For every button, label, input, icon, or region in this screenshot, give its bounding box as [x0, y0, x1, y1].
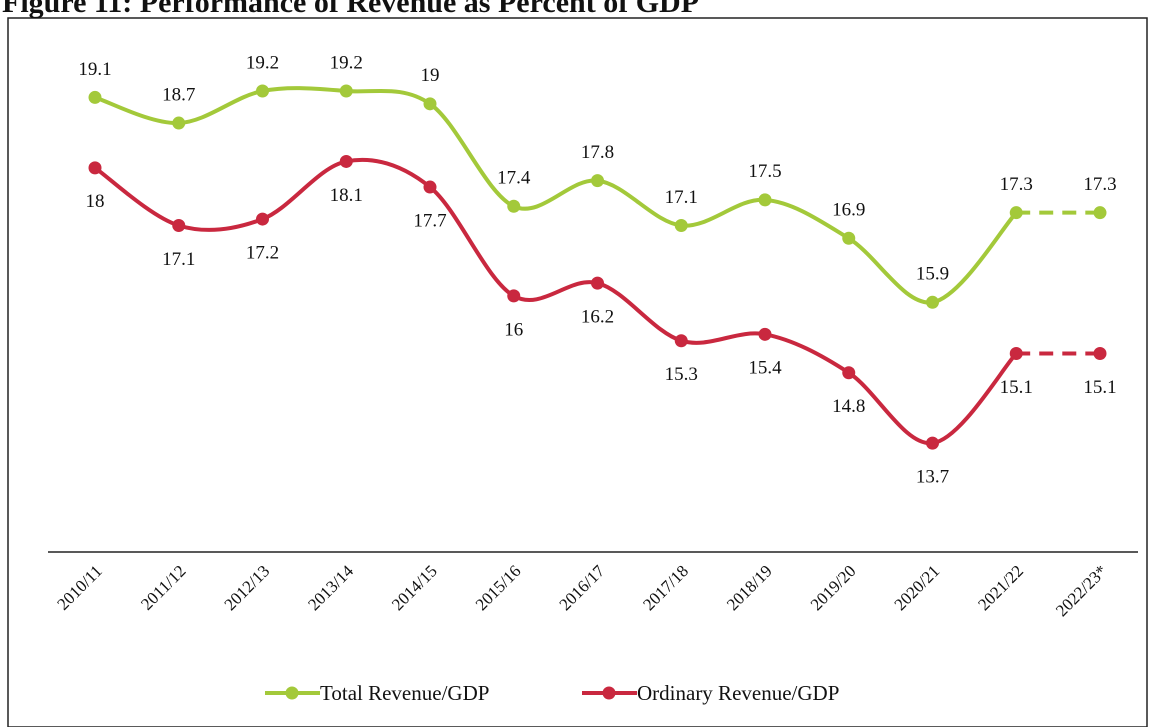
point: [1009, 347, 1023, 361]
value-label: 15.9: [916, 264, 949, 285]
value-label: 15.4: [748, 358, 782, 379]
point: [758, 193, 772, 207]
x-tick-label: 2012/13: [220, 561, 273, 614]
point: [256, 212, 269, 226]
point: [842, 366, 856, 380]
value-label: 19.2: [246, 52, 279, 73]
value-label: 16.2: [581, 306, 614, 327]
value-label: 15.1: [1000, 377, 1033, 398]
x-tick-label: 2022/23*: [1052, 561, 1111, 620]
value-label: 17.2: [246, 242, 279, 263]
point: [88, 161, 102, 175]
point: [926, 295, 939, 309]
x-tick-label: 2020/21: [890, 561, 943, 614]
value-label: 19: [421, 65, 440, 86]
series-line: [93, 157, 1018, 446]
point: [674, 218, 688, 232]
value-label: 16.9: [832, 200, 865, 221]
point: [1093, 206, 1107, 220]
value-label: 19.1: [78, 59, 111, 80]
value-label: 17.1: [162, 249, 195, 270]
point: [339, 154, 353, 168]
value-label: 17.3: [1083, 174, 1116, 195]
point: [172, 116, 186, 130]
value-label: 17.8: [581, 142, 614, 163]
point: [591, 174, 604, 188]
point: [758, 327, 772, 341]
x-tick-label: 2013/14: [304, 561, 357, 614]
x-tick-label: 2010/11: [53, 561, 105, 613]
value-label: 18.7: [162, 84, 195, 105]
value-label: 18.1: [330, 185, 363, 206]
point: [507, 199, 521, 213]
value-label: 17.5: [748, 161, 781, 182]
legend-label: Ordinary Revenue/GDP: [637, 681, 839, 705]
x-tick-label: 2016/17: [555, 561, 608, 614]
value-label: 18: [86, 191, 105, 212]
value-label: 17.7: [413, 210, 446, 231]
point: [172, 218, 186, 232]
value-label: 16: [504, 319, 523, 340]
x-tick-label: 2011/12: [137, 561, 189, 613]
x-tick-label: 2019/20: [807, 561, 860, 614]
x-tick-label: 2015/16: [472, 561, 525, 614]
point: [842, 231, 856, 245]
point: [339, 84, 353, 98]
x-tick-label: 2014/15: [388, 561, 441, 614]
x-tick-label: 2017/18: [639, 561, 692, 614]
point: [256, 84, 269, 98]
point: [591, 276, 604, 290]
point: [507, 289, 521, 303]
x-tick-label: 2018/19: [723, 561, 776, 614]
point: [1093, 347, 1107, 361]
value-label: 13.7: [916, 467, 949, 488]
legend-marker: [602, 686, 616, 700]
chart-frame: [7, 17, 1148, 727]
point: [423, 97, 437, 111]
value-label: 15.3: [665, 364, 698, 385]
x-tick-label: 2021/22: [974, 561, 1027, 614]
point: [88, 90, 102, 104]
value-label: 14.8: [832, 396, 865, 417]
series-line: [94, 86, 1018, 305]
point: [674, 334, 688, 348]
point: [1009, 206, 1023, 220]
point: [926, 436, 939, 450]
value-label: 15.1: [1083, 377, 1116, 398]
point: [423, 180, 437, 194]
value-label: 19.2: [330, 52, 363, 73]
value-label: 17.4: [497, 168, 531, 189]
chart-title: Figure 11: Performance of Revenue as Per…: [2, 0, 699, 19]
legend-label: Total Revenue/GDP: [320, 681, 489, 705]
legend-marker: [285, 686, 299, 700]
value-label: 17.3: [1000, 174, 1033, 195]
value-label: 17.1: [665, 187, 698, 208]
